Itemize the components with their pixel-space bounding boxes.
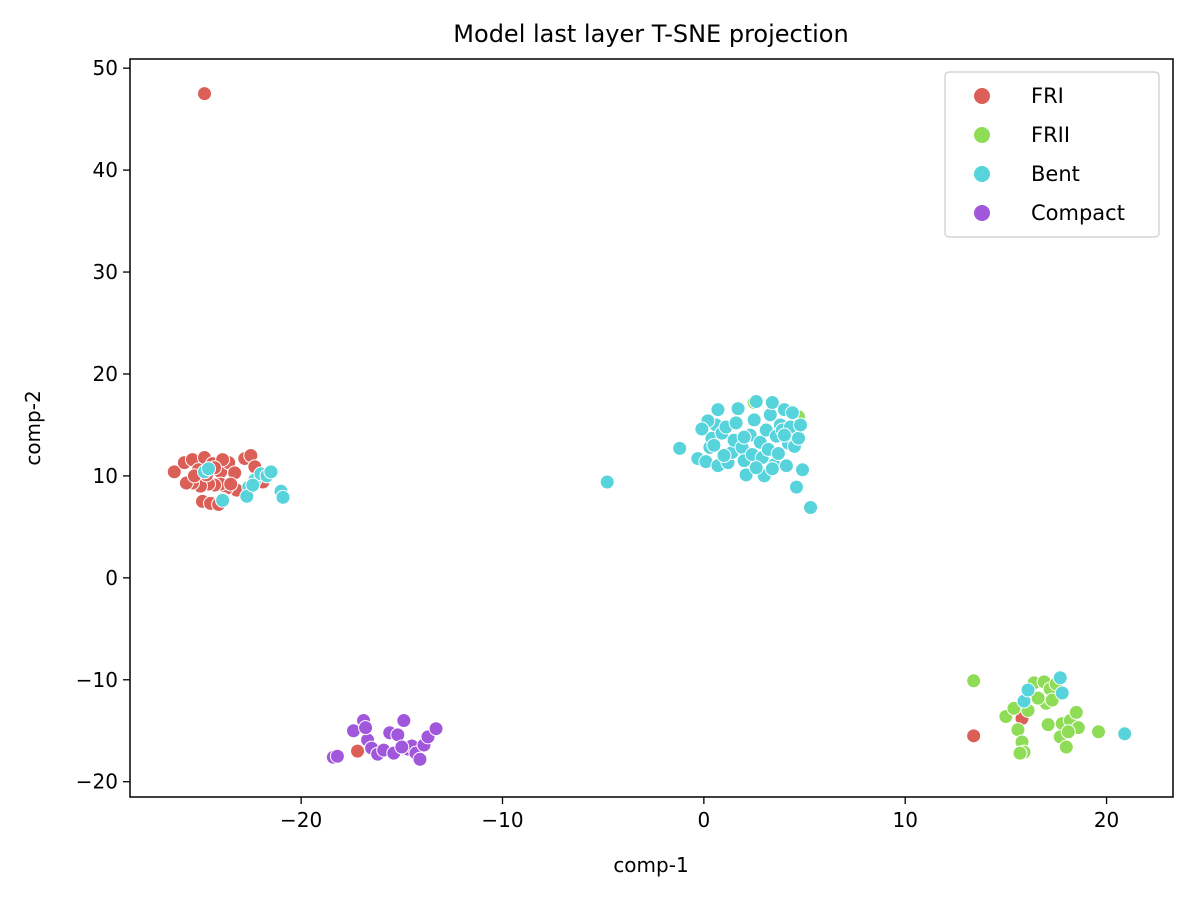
x-tick-label: 0	[697, 808, 710, 832]
point-compact	[428, 721, 444, 737]
x-tick-label: −20	[280, 808, 322, 832]
x-axis-ticks: −20 −10 0 10 20	[280, 797, 1119, 832]
point-frii	[1030, 690, 1046, 706]
point-fri	[350, 743, 366, 759]
point-bent	[710, 402, 726, 418]
point-frii	[1068, 704, 1084, 720]
y-tick-label: −10	[76, 668, 118, 692]
point-bent	[716, 448, 732, 464]
point-bent	[1054, 685, 1070, 701]
point-bent	[770, 445, 786, 461]
point-bent	[790, 430, 806, 446]
point-bent	[215, 492, 231, 508]
x-axis-label: comp-1	[613, 853, 688, 877]
point-bent	[784, 405, 800, 421]
legend-label-bent: Bent	[1031, 162, 1080, 186]
point-fri	[966, 728, 982, 744]
point-bent	[746, 412, 762, 428]
legend: FRI FRII Bent Compact	[944, 71, 1160, 238]
chart-title: Model last layer T-SNE projection	[453, 20, 848, 48]
point-bent	[788, 479, 804, 495]
point-bent	[736, 429, 752, 445]
point-bent	[748, 460, 764, 476]
point-compact	[358, 720, 374, 736]
point-frii	[1058, 739, 1074, 755]
point-fri	[166, 464, 182, 480]
point-frii	[1091, 724, 1106, 740]
x-tick-label: 10	[892, 808, 917, 832]
legend-marker-frii	[974, 127, 990, 143]
point-compact	[412, 751, 428, 767]
y-tick-label: 10	[93, 464, 118, 488]
y-axis-label: comp-2	[21, 390, 45, 465]
plot-points	[166, 86, 1133, 767]
point-bent	[201, 461, 217, 477]
legend-label-fri: FRI	[1031, 84, 1064, 108]
point-bent	[694, 421, 710, 437]
point-compact	[396, 713, 412, 729]
point-bent	[599, 474, 615, 490]
point-bent	[706, 437, 722, 453]
point-frii	[1040, 717, 1056, 733]
point-bent	[263, 464, 279, 480]
legend-marker-bent	[974, 166, 990, 182]
legend-label-frii: FRII	[1031, 123, 1070, 147]
legend-label-compact: Compact	[1031, 201, 1125, 225]
point-bent	[1052, 670, 1068, 686]
point-bent	[275, 489, 291, 505]
y-tick-label: 50	[93, 56, 118, 80]
point-bent	[764, 395, 780, 411]
point-bent	[803, 500, 819, 516]
point-fri	[223, 476, 239, 492]
y-tick-label: −20	[76, 770, 118, 794]
point-compact	[329, 748, 345, 764]
point-frii	[1060, 724, 1076, 740]
point-bent	[1117, 726, 1133, 742]
point-bent	[1020, 682, 1036, 698]
point-bent	[748, 393, 764, 409]
y-tick-label: 40	[93, 158, 118, 182]
point-fri	[197, 86, 212, 102]
point-bent	[793, 417, 808, 433]
y-tick-label: 30	[93, 260, 118, 284]
x-tick-label: 20	[1094, 808, 1119, 832]
y-axis-ticks: −20 −10 0 10 20 30 40 50	[76, 56, 130, 794]
point-bent	[728, 415, 744, 431]
legend-marker-fri	[974, 88, 990, 104]
y-tick-label: 20	[93, 362, 118, 386]
point-bent	[795, 462, 811, 478]
point-bent	[778, 458, 794, 474]
point-compact	[394, 739, 410, 755]
point-bent	[764, 461, 780, 477]
point-bent	[776, 427, 792, 443]
plot-area-frame	[129, 58, 1174, 798]
x-tick-label: −10	[481, 808, 523, 832]
point-frii	[966, 673, 982, 689]
point-bent	[672, 440, 688, 456]
point-bent	[738, 467, 754, 483]
legend-frame	[944, 71, 1160, 238]
point-bent	[245, 477, 261, 493]
point-frii	[1012, 745, 1028, 761]
y-tick-label: 0	[105, 566, 118, 590]
legend-marker-compact	[974, 205, 990, 221]
point-bent	[730, 401, 746, 417]
